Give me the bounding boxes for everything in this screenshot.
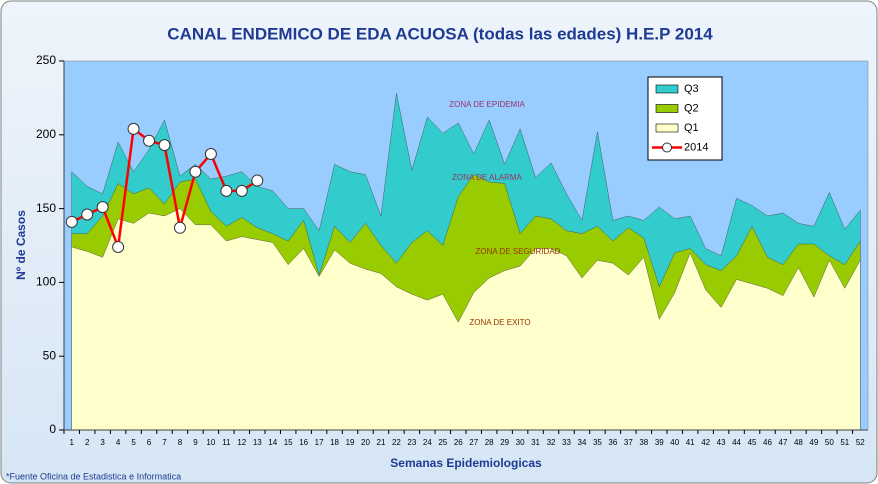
legend-swatch bbox=[655, 104, 679, 113]
legend-label: Q3 bbox=[684, 83, 699, 95]
x-tick-label: 10 bbox=[206, 438, 215, 447]
x-tick-label: 28 bbox=[485, 438, 494, 447]
x-tick-label: 1 bbox=[70, 438, 75, 447]
point bbox=[189, 165, 202, 178]
point bbox=[127, 122, 140, 135]
x-tick-label: 38 bbox=[639, 438, 648, 447]
x-tick-label: 49 bbox=[809, 438, 818, 447]
x-tick-label: 14 bbox=[268, 438, 277, 447]
y-tick-label: 0 bbox=[49, 422, 56, 436]
x-tick-label: 23 bbox=[407, 438, 416, 447]
legend-label: 2014 bbox=[684, 141, 708, 153]
x-tick-label: 13 bbox=[253, 438, 262, 447]
x-tick-label: 17 bbox=[315, 438, 324, 447]
y-tick-label: 200 bbox=[36, 127, 56, 141]
x-tick-label: 30 bbox=[516, 438, 525, 447]
point bbox=[81, 208, 94, 221]
x-tick-label: 27 bbox=[469, 438, 478, 447]
x-tick-label: 33 bbox=[562, 438, 571, 447]
x-tick-label: 46 bbox=[763, 438, 772, 447]
x-tick-label: 41 bbox=[686, 438, 695, 447]
point bbox=[112, 240, 125, 253]
point bbox=[143, 134, 156, 147]
x-tick-label: 35 bbox=[593, 438, 602, 447]
point bbox=[65, 215, 78, 228]
y-tick-label: 100 bbox=[36, 275, 56, 289]
y-tick-label: 50 bbox=[43, 348, 57, 362]
point bbox=[173, 221, 186, 234]
x-tick-label: 34 bbox=[578, 438, 587, 447]
x-tick-label: 5 bbox=[131, 438, 136, 447]
x-tick-label: 48 bbox=[794, 438, 803, 447]
x-tick-label: 47 bbox=[779, 438, 788, 447]
x-tick-label: 7 bbox=[162, 438, 167, 447]
y-axis-label: Nº de Casos bbox=[14, 210, 28, 280]
legend-swatch bbox=[655, 123, 679, 133]
legend-label: Q1 bbox=[684, 122, 699, 134]
x-tick-label: 36 bbox=[608, 438, 617, 447]
x-tick-label: 2 bbox=[85, 438, 90, 447]
area bbox=[71, 208, 861, 431]
x-tick-label: 26 bbox=[454, 438, 463, 447]
y-tick-label: 150 bbox=[36, 201, 56, 215]
annotation: ZONA DE ALARMA bbox=[452, 173, 522, 182]
x-tick-label: 42 bbox=[701, 438, 710, 447]
point bbox=[96, 201, 109, 214]
x-axis-label: Semanas Epidemiologicas bbox=[390, 456, 542, 470]
annotation: ZONA DE EXITO bbox=[469, 318, 530, 327]
x-tick-label: 50 bbox=[825, 438, 834, 447]
point bbox=[220, 184, 233, 197]
x-tick-label: 18 bbox=[330, 438, 339, 447]
legend-swatch bbox=[655, 84, 679, 94]
x-tick-label: 15 bbox=[284, 438, 293, 447]
y-tick-label: 250 bbox=[36, 53, 56, 67]
annotation: ZONA DE SEGURIDAD bbox=[476, 247, 561, 256]
x-tick-label: 43 bbox=[717, 438, 726, 447]
x-tick-label: 21 bbox=[377, 438, 386, 447]
point bbox=[158, 139, 171, 152]
point bbox=[204, 147, 217, 160]
x-tick-label: 22 bbox=[392, 438, 401, 447]
x-tick-label: 24 bbox=[423, 438, 432, 447]
x-tick-label: 32 bbox=[547, 438, 556, 447]
x-tick-label: 16 bbox=[299, 438, 308, 447]
x-tick-label: 39 bbox=[655, 438, 664, 447]
x-tick-label: 31 bbox=[531, 438, 540, 447]
legend-label: Q2 bbox=[684, 102, 699, 114]
x-tick-label: 25 bbox=[438, 438, 447, 447]
x-tick-label: 40 bbox=[670, 438, 679, 447]
point bbox=[235, 184, 248, 197]
x-tick-label: 20 bbox=[361, 438, 370, 447]
point bbox=[251, 174, 264, 187]
x-tick-label: 29 bbox=[500, 438, 509, 447]
x-tick-label: 6 bbox=[147, 438, 152, 447]
x-tick-label: 11 bbox=[222, 438, 231, 447]
legend-marker bbox=[662, 142, 672, 153]
x-tick-label: 4 bbox=[116, 438, 121, 447]
x-tick-label: 9 bbox=[193, 438, 198, 447]
x-tick-label: 8 bbox=[178, 438, 183, 447]
x-tick-label: 3 bbox=[100, 438, 105, 447]
x-tick-label: 44 bbox=[732, 438, 741, 447]
x-tick-label: 12 bbox=[237, 438, 246, 447]
x-tick-label: 51 bbox=[840, 438, 849, 447]
x-tick-label: 37 bbox=[624, 438, 633, 447]
x-tick-label: 52 bbox=[856, 438, 865, 447]
x-tick-label: 45 bbox=[748, 438, 757, 447]
chart-title: CANAL ENDEMICO DE EDA ACUOSA (todas las … bbox=[167, 24, 713, 43]
x-tick-label: 19 bbox=[346, 438, 355, 447]
annotation: ZONA DE EPIDEMIA bbox=[449, 100, 525, 109]
footnote: *Fuente Oficina de Estadistica e Informa… bbox=[6, 471, 181, 481]
